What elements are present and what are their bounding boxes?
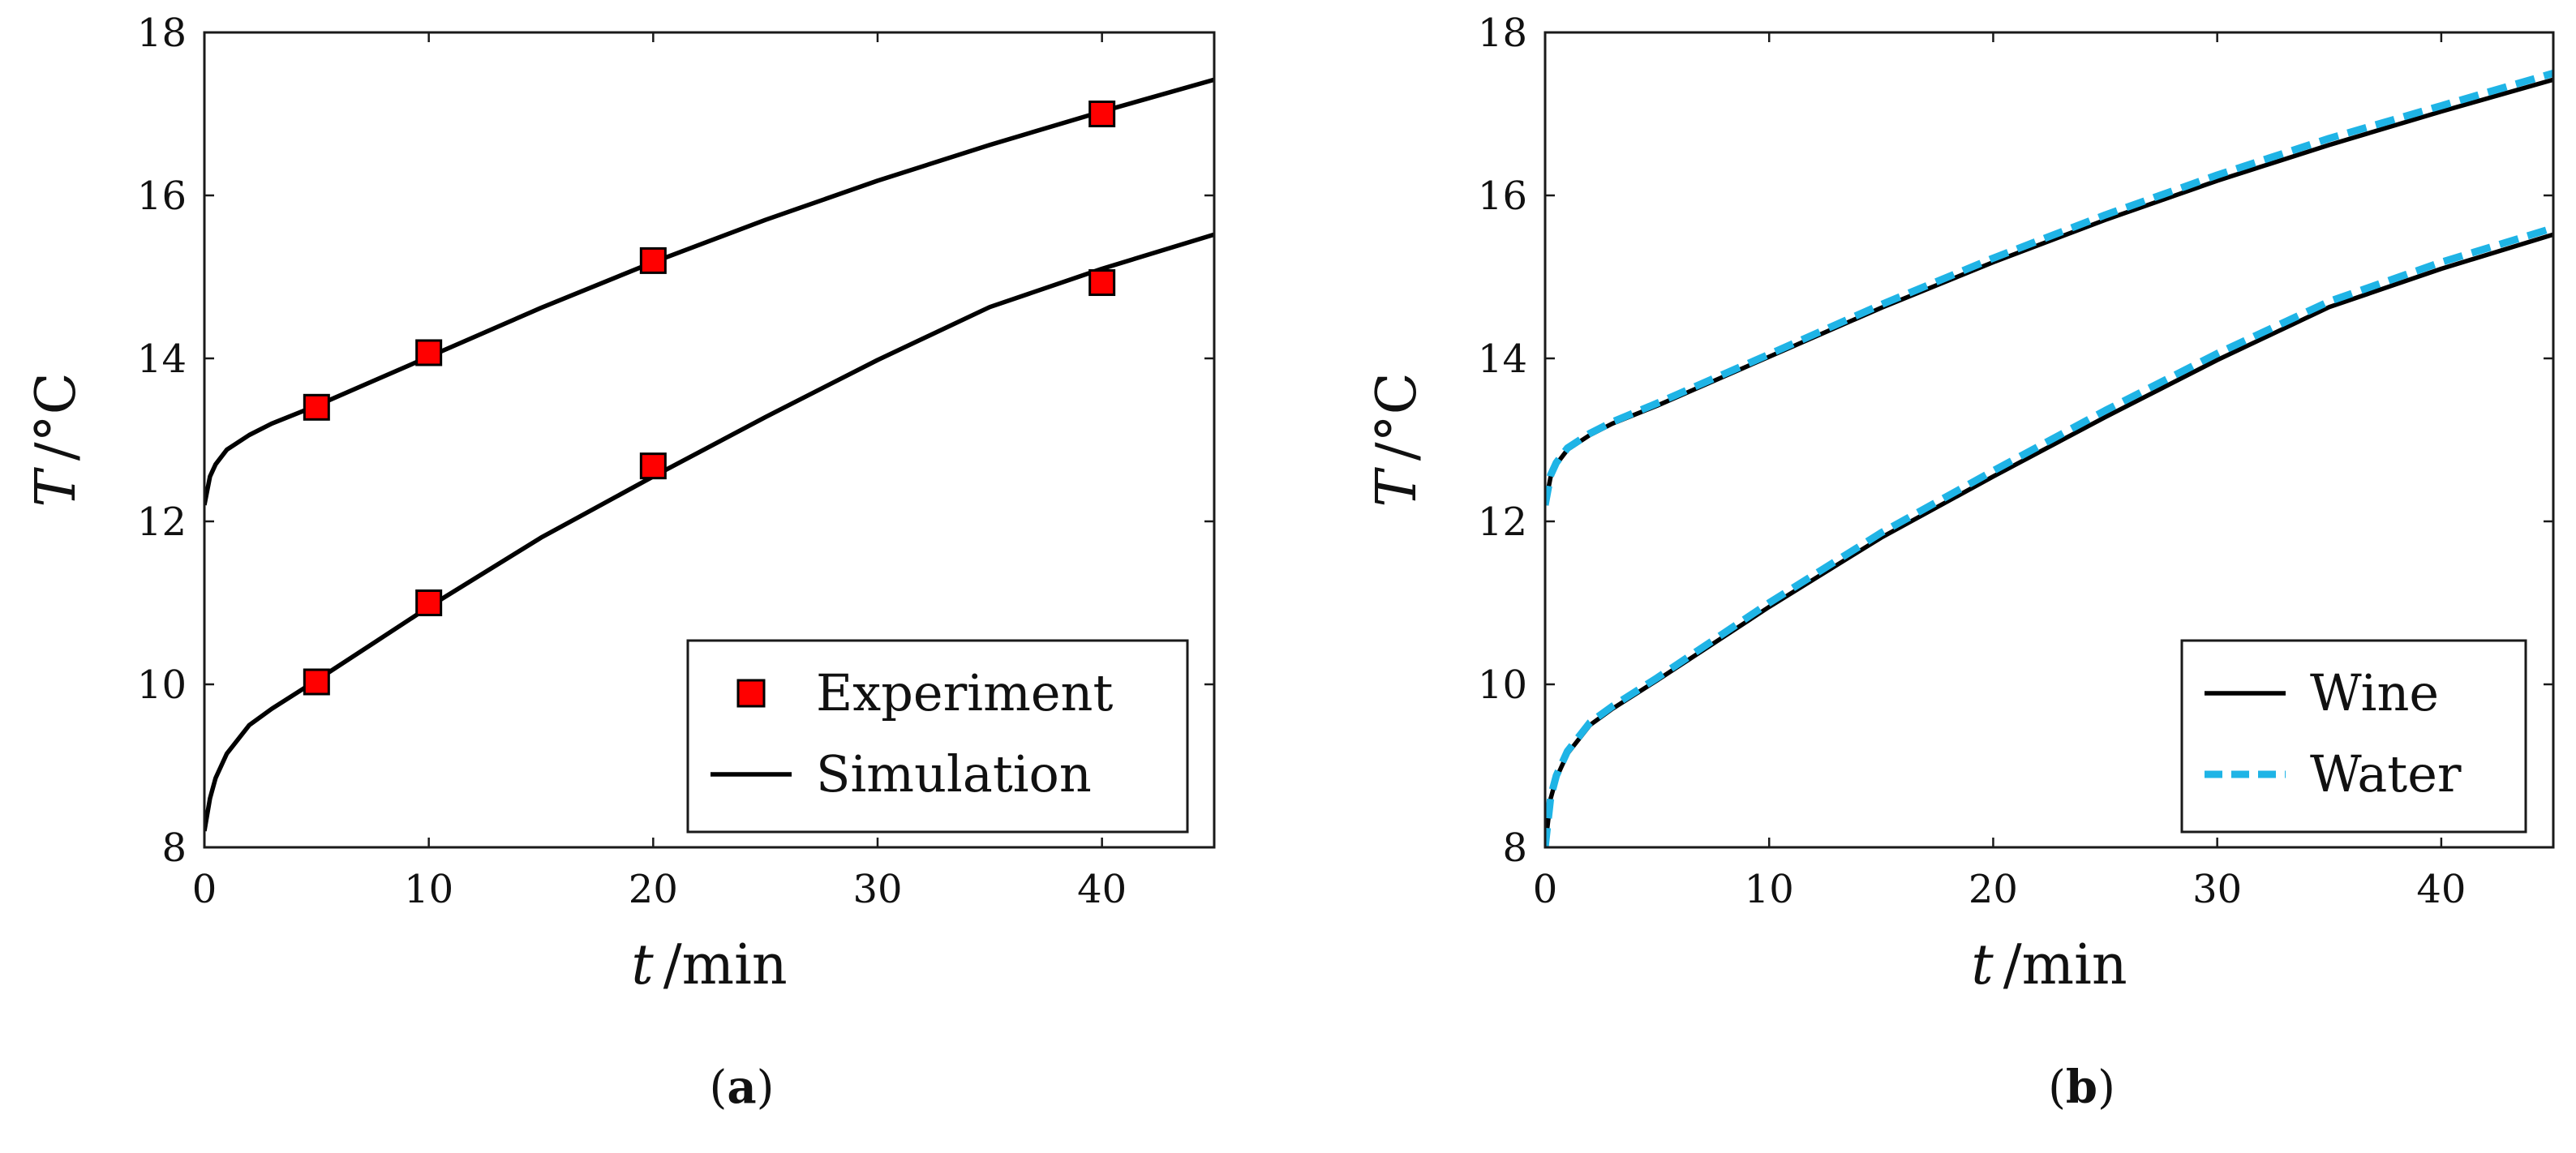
data-point-experiment <box>1088 269 1116 297</box>
legend: Experiment Simulation <box>686 639 1189 834</box>
legend-label-experiment: Experiment <box>816 663 1113 722</box>
y-axis-unit: /°C <box>1365 372 1429 461</box>
data-point-experiment <box>639 452 667 480</box>
y-axis-symbol: T <box>1365 467 1429 508</box>
x-tick-label: 0 <box>192 867 217 912</box>
data-point-experiment <box>415 589 443 616</box>
legend-box <box>686 639 1189 834</box>
axes-frame <box>1543 31 2555 849</box>
panel-caption: (a) <box>709 1061 774 1114</box>
panel-caption-close: ) <box>757 1061 775 1114</box>
series-line-wine-1 <box>1545 232 2553 847</box>
legend-box <box>2180 639 2527 834</box>
x-tick-label: 10 <box>404 867 453 912</box>
y-axis-label: T /°C <box>1365 372 1429 507</box>
x-tick-label: 40 <box>1077 867 1127 912</box>
data-point-experiment <box>303 668 330 696</box>
plot-area <box>1545 69 2553 847</box>
chart-panel-b: 0 10 20 30 40 8 10 12 14 16 18 t/min T /°C Wine Water (b… <box>1365 11 2555 1114</box>
data-point-experiment <box>1088 101 1116 127</box>
legend-label-water: Water <box>2310 744 2462 804</box>
y-tick-label: 12 <box>137 499 187 545</box>
x-tick-label: 20 <box>629 867 678 912</box>
panel-caption-close: ) <box>2097 1061 2115 1114</box>
x-tick-label: 20 <box>1968 867 2018 912</box>
y-tick-label: 12 <box>1478 499 1527 545</box>
y-axis-symbol: T <box>24 467 88 508</box>
legend-label-wine: Wine <box>2310 663 2439 722</box>
y-tick-label: 14 <box>1478 336 1527 382</box>
y-tick-label: 8 <box>161 825 187 871</box>
y-tick-label: 16 <box>137 174 187 219</box>
panel-caption: (b) <box>2048 1061 2115 1114</box>
x-tick-label: 10 <box>1745 867 1794 912</box>
y-tick-label: 16 <box>1478 174 1527 219</box>
x-axis-symbol: t <box>631 933 654 997</box>
data-point-experiment <box>303 393 330 421</box>
series-line-simulation-0 <box>204 77 1214 506</box>
x-axis-unit: /min <box>663 933 788 997</box>
y-tick-label: 10 <box>137 662 187 708</box>
x-axis-unit: /min <box>2003 933 2127 997</box>
panel-caption-open: ( <box>2048 1061 2066 1114</box>
y-tick-label: 14 <box>137 336 187 382</box>
panel-caption-letter: a <box>727 1061 756 1114</box>
series-line-wine-0 <box>1545 77 2553 506</box>
plot-area <box>204 77 1214 832</box>
x-axis-label: t/min <box>1971 933 2127 997</box>
x-axis-symbol: t <box>1971 933 1994 997</box>
y-tick-label: 18 <box>137 11 187 56</box>
legend-label-simulation: Simulation <box>816 744 1092 804</box>
y-tick-label: 10 <box>1478 662 1527 708</box>
panel-caption-open: ( <box>709 1061 727 1114</box>
x-tick-label: 40 <box>2416 867 2466 912</box>
chart-panel-a: 0 10 20 30 40 8 10 12 14 16 18 t/min T /°C Experiment S… <box>24 11 1216 1114</box>
x-tick-label: 30 <box>852 867 902 912</box>
x-axis-label: t/min <box>631 933 787 997</box>
y-tick-label: 18 <box>1478 11 1527 56</box>
panel-caption-letter: b <box>2066 1061 2097 1114</box>
series-line-simulation-1 <box>204 232 1214 832</box>
x-tick-label: 30 <box>2192 867 2242 912</box>
axes-frame <box>203 31 1216 849</box>
y-tick-label: 8 <box>1502 825 1527 871</box>
series-line-water-0 <box>1545 69 2553 506</box>
y-axis-label: T /°C <box>24 372 88 507</box>
data-point-experiment <box>639 246 667 274</box>
legend-symbol-experiment <box>736 679 766 708</box>
y-axis-unit: /°C <box>24 372 88 461</box>
x-tick-label: 0 <box>1533 867 1558 912</box>
legend: Wine Water <box>2180 639 2527 834</box>
data-point-experiment <box>415 339 443 366</box>
